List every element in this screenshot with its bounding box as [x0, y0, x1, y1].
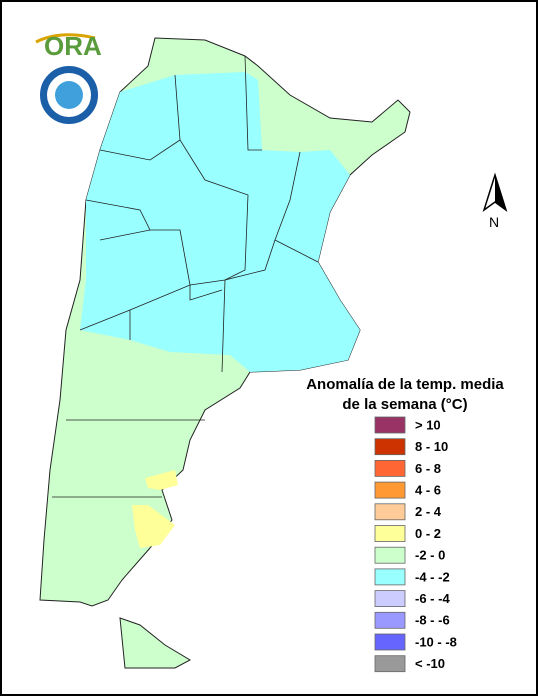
cold-anomaly-area — [80, 72, 360, 372]
legend-label: < -10 — [415, 656, 445, 671]
legend-swatch — [374, 416, 406, 434]
legend-swatch — [374, 611, 406, 629]
legend-label: -4 - -2 — [415, 569, 450, 584]
island — [119, 617, 192, 669]
legend-swatch — [374, 525, 406, 542]
legend-swatch — [374, 546, 406, 564]
legend-label: -2 - 0 — [415, 548, 445, 563]
warm-anomaly-area — [145, 470, 178, 490]
legend-label: -6 - -4 — [415, 591, 450, 606]
legend-swatch — [374, 568, 406, 586]
legend-label: 2 - 4 — [415, 504, 442, 519]
legend-label: 6 - 8 — [415, 461, 441, 476]
legend-swatch — [374, 655, 406, 673]
legend-label: -10 - -8 — [415, 634, 457, 649]
legend-swatch — [374, 590, 406, 607]
legend-swatch — [374, 481, 406, 499]
legend-swatch — [374, 459, 406, 477]
warm-anomaly-area — [132, 505, 175, 548]
logo: ORA — [35, 31, 102, 126]
province-borders — [52, 55, 319, 498]
north-label: N — [489, 214, 499, 230]
legend-swatch — [374, 633, 406, 651]
legend-title: Anomalía de la temp. media — [306, 376, 504, 393]
legend-label: -8 - -6 — [415, 613, 450, 628]
legend-label: 8 - 10 — [415, 439, 448, 454]
north-arrow: N — [482, 172, 508, 230]
legend-label: 0 - 2 — [415, 526, 441, 541]
legend: Anomalía de la temp. media de la semana (… — [306, 376, 504, 673]
legend-swatch — [374, 438, 406, 456]
legend-label: 4 - 6 — [415, 483, 441, 498]
logo-text: ORA — [44, 31, 102, 61]
legend-label: > 10 — [415, 417, 441, 432]
legend-title: de la semana (°C) — [342, 396, 467, 413]
legend-swatch — [374, 503, 406, 521]
